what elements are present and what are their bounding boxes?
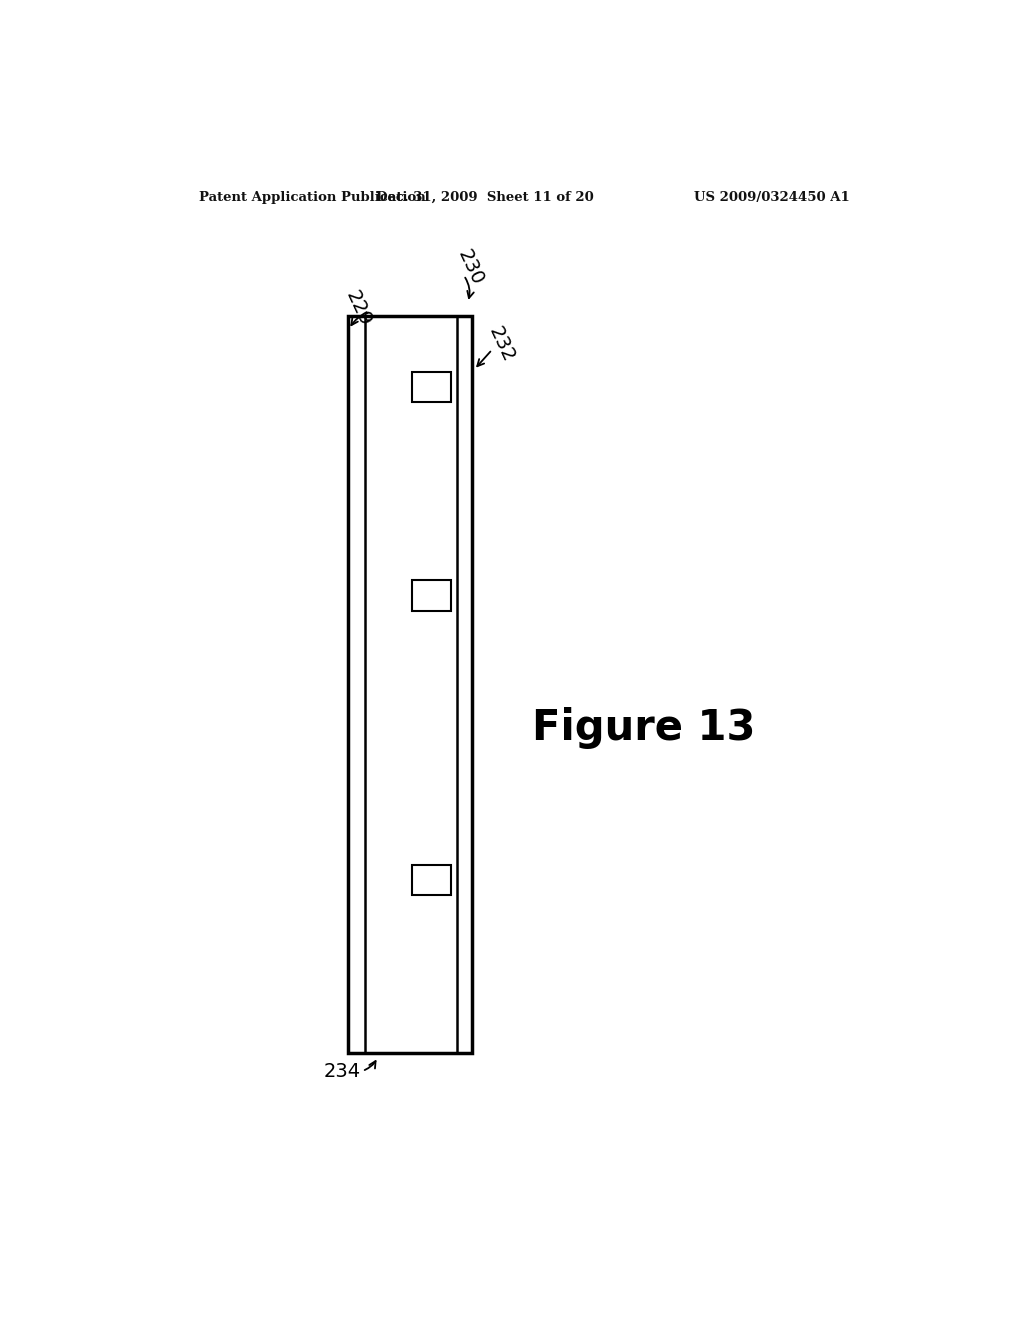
Text: 230: 230 [455,247,487,288]
Bar [412,372,451,403]
Bar [412,865,451,895]
Bar [348,315,472,1053]
Text: 232: 232 [484,323,517,366]
Text: Dec. 31, 2009  Sheet 11 of 20: Dec. 31, 2009 Sheet 11 of 20 [376,190,594,203]
Text: US 2009/0324450 A1: US 2009/0324450 A1 [694,190,850,203]
Text: Figure 13: Figure 13 [532,706,756,748]
Text: Patent Application Publication: Patent Application Publication [200,190,426,203]
Text: 234: 234 [324,1061,360,1081]
Text: 229: 229 [342,288,375,330]
Bar [412,581,451,611]
